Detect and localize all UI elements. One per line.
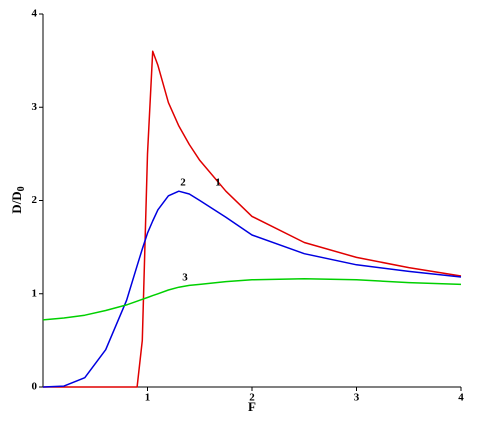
x-tick-label: 2 <box>249 392 255 404</box>
series-line <box>43 50 462 388</box>
y-axis-label-main: D/D <box>9 191 24 213</box>
series-label: 3 <box>182 272 188 284</box>
y-tick-label: 0 <box>32 381 38 393</box>
series-label: 2 <box>180 177 186 189</box>
y-tick-label: 1 <box>32 287 38 299</box>
y-axis-label: D/D0 <box>9 186 27 213</box>
y-tick-label: 3 <box>32 101 38 113</box>
x-axis-label: F <box>248 399 256 414</box>
series-line <box>42 278 462 321</box>
y-tick-label: 4 <box>32 8 38 20</box>
x-tick-label: 1 <box>145 392 151 404</box>
series-line <box>42 190 462 388</box>
x-tick-label: 3 <box>354 392 360 404</box>
x-tick-label: 4 <box>458 392 464 404</box>
series-label: 1 <box>215 177 221 189</box>
y-tick-label: 2 <box>32 194 38 206</box>
y-axis-label-subscript: 0 <box>16 186 27 191</box>
